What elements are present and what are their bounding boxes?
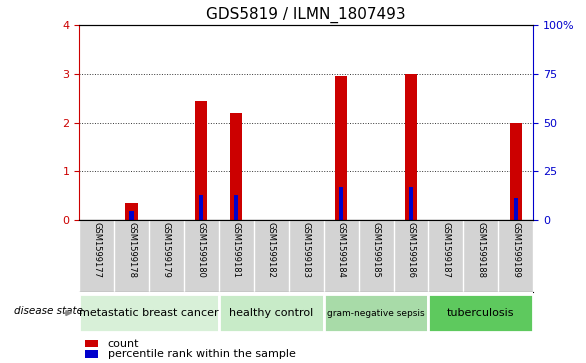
- Text: percentile rank within the sample: percentile rank within the sample: [108, 349, 295, 359]
- Text: metastatic breast cancer: metastatic breast cancer: [79, 308, 219, 318]
- Text: GSM1599188: GSM1599188: [476, 222, 485, 278]
- Bar: [510, 122, 522, 220]
- Text: healthy control: healthy control: [229, 308, 314, 318]
- Text: count: count: [108, 339, 139, 349]
- Bar: [514, 198, 518, 220]
- Text: GSM1599182: GSM1599182: [267, 222, 276, 278]
- Text: disease state: disease state: [14, 306, 83, 316]
- Bar: [195, 101, 207, 220]
- Bar: [199, 195, 203, 220]
- Bar: [86, 350, 98, 358]
- Text: GSM1599180: GSM1599180: [197, 222, 206, 278]
- Text: GSM1599187: GSM1599187: [441, 222, 451, 278]
- Bar: [219, 294, 323, 332]
- Text: GSM1599189: GSM1599189: [512, 222, 520, 278]
- Bar: [405, 74, 417, 220]
- Bar: [130, 211, 134, 220]
- Text: GSM1599186: GSM1599186: [407, 222, 415, 278]
- Title: GDS5819 / ILMN_1807493: GDS5819 / ILMN_1807493: [206, 7, 406, 23]
- Bar: [428, 294, 533, 332]
- Text: gram-negative sepsis: gram-negative sepsis: [327, 309, 425, 318]
- Bar: [409, 187, 413, 220]
- Text: tuberculosis: tuberculosis: [447, 308, 515, 318]
- Text: GSM1599184: GSM1599184: [336, 222, 346, 278]
- Text: GSM1599181: GSM1599181: [232, 222, 241, 278]
- Bar: [125, 203, 138, 220]
- Bar: [323, 294, 428, 332]
- Bar: [79, 294, 219, 332]
- Bar: [230, 113, 243, 220]
- Text: GSM1599183: GSM1599183: [302, 222, 311, 278]
- Bar: [86, 340, 98, 347]
- Text: GSM1599185: GSM1599185: [372, 222, 380, 278]
- Text: GSM1599177: GSM1599177: [92, 222, 101, 278]
- Text: GSM1599179: GSM1599179: [162, 222, 171, 278]
- Bar: [339, 187, 343, 220]
- Bar: [234, 195, 239, 220]
- Text: GSM1599178: GSM1599178: [127, 222, 136, 278]
- Bar: [335, 76, 347, 220]
